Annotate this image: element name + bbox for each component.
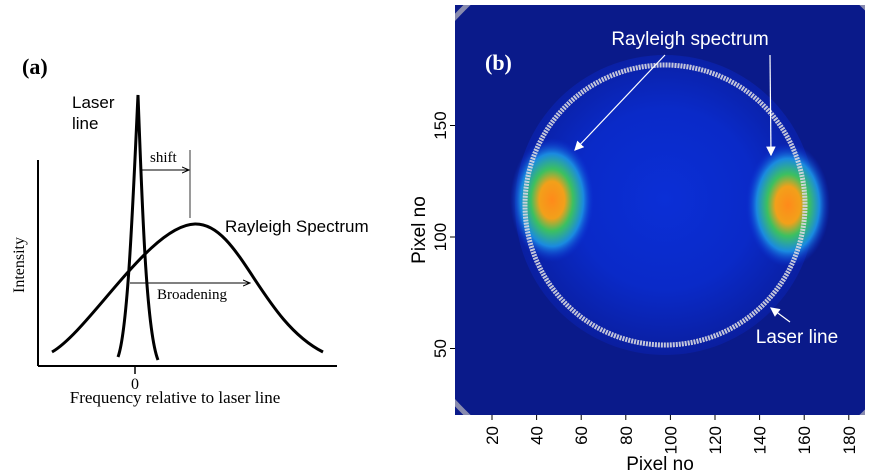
x-tick-label: 20: [483, 426, 502, 445]
rayleigh-label: Rayleigh Spectrum: [225, 217, 369, 236]
x-tick-label: 180: [840, 426, 859, 454]
x-label: Pixel no: [626, 454, 694, 475]
x-tick-label: 140: [751, 426, 770, 454]
x-label: Frequency relative to laser line: [70, 388, 281, 407]
y-tick-label: 100: [431, 223, 450, 251]
rayleigh-label: Rayleigh spectrum: [611, 29, 768, 50]
y-label: Intensity: [11, 237, 28, 293]
laser-label: Laser: [72, 93, 115, 112]
y-tick-label: 50: [431, 339, 450, 358]
x-tick-label: 40: [528, 426, 547, 445]
y-tick-label: 150: [431, 111, 450, 139]
x-tick-label: 120: [706, 426, 725, 454]
x-tick-label: 60: [572, 426, 591, 445]
x-tick-label: 100: [661, 426, 680, 454]
figure: (a) 0 Frequency relative to laser line I…: [0, 0, 875, 475]
panel-b: (b) Rayleigh spectrum Laser line Pixel n…: [380, 0, 875, 475]
x-tick-label: 80: [617, 426, 636, 445]
x-tick-label: 160: [795, 426, 814, 454]
panel-a: (a) 0 Frequency relative to laser line I…: [11, 54, 369, 407]
shift-label: shift: [150, 150, 178, 166]
panel-label: (a): [22, 54, 48, 79]
laser-curve: [118, 95, 158, 360]
laser-label: Laser line: [756, 327, 838, 348]
broadening-label: Broadening: [157, 287, 227, 303]
laser-label: line: [72, 114, 98, 133]
y-label: Pixel no: [409, 196, 430, 264]
panel-label: (b): [485, 50, 512, 75]
